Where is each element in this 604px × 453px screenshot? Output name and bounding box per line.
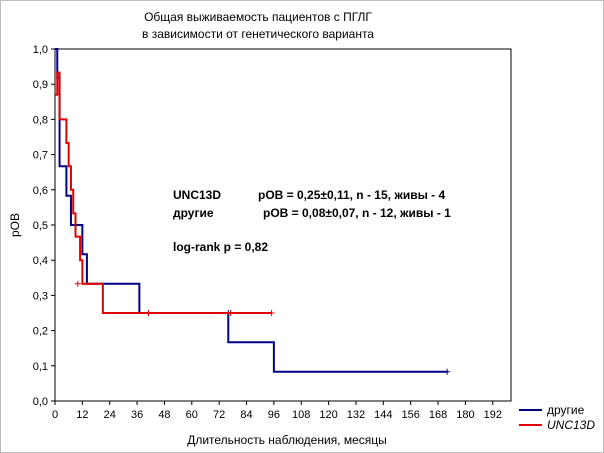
legend: другие UNC13D (519, 403, 595, 432)
y-tick-label: 0,9 (33, 79, 48, 91)
x-tick-label: 132 (347, 409, 365, 421)
x-tick-label: 156 (402, 409, 420, 421)
x-tick-label: 108 (292, 409, 310, 421)
x-tick-label: 168 (429, 409, 447, 421)
censor-mark (145, 310, 152, 316)
censor-mark (74, 280, 81, 287)
y-tick-label: 0,7 (33, 150, 48, 162)
chart-title-line-2: в зависимости от генетического варианта (142, 27, 374, 41)
censor-mark (227, 310, 234, 316)
y-tick-label: 1,0 (33, 44, 48, 56)
annotation-other-name: другие (173, 206, 214, 220)
x-tick-label: 192 (484, 409, 502, 421)
x-axis-label: Длительность наблюдения, месяцы (187, 433, 387, 447)
censor-mark (268, 310, 275, 316)
x-tick-label: 144 (374, 409, 392, 421)
y-tick-label: 0,2 (33, 326, 48, 338)
x-tick-label: 12 (76, 409, 88, 421)
y-tick-label: 0,4 (33, 255, 48, 267)
y-tick-label: 0,0 (33, 396, 48, 408)
y-tick-label: 0,8 (33, 114, 48, 126)
x-tick-label: 84 (240, 409, 252, 421)
y-tick-label: 0,1 (33, 361, 48, 373)
x-tick-label: 96 (268, 409, 280, 421)
x-tick-label: 36 (131, 409, 143, 421)
x-tick-label: 60 (186, 409, 198, 421)
censor-mark (444, 368, 451, 375)
annotation-unc13d-stats: pOB = 0,25±0,11, n - 15, живы - 4 (258, 188, 445, 202)
x-tick-label: 120 (319, 409, 337, 421)
y-tick-label: 0,5 (33, 220, 48, 232)
annotation-other-stats: pOB = 0,08±0,07, n - 12, живы - 1 (263, 206, 451, 220)
y-axis: 0,0 0,1 0,2 0,3 0,4 0,5 0,6 0,7 0,8 0,9 1,0 (33, 44, 55, 408)
plot-area (54, 48, 512, 402)
x-axis: 0 12 24 36 48 60 72 84 96 108 120 132 144 156 168 180 19… (52, 401, 502, 421)
x-tick-label: 72 (213, 409, 225, 421)
annotation-unc13d-name: UNC13D (173, 188, 221, 202)
x-tick-label: 180 (456, 409, 474, 421)
y-axis-label: pOB (8, 213, 22, 237)
series-line-unc13d (55, 71, 272, 314)
x-tick-label: 0 (52, 409, 58, 421)
legend-label-unc13d: UNC13D (547, 418, 595, 432)
series-layer (55, 48, 451, 375)
y-tick-label: 0,6 (33, 185, 48, 197)
legend-label-other: другие (547, 403, 585, 417)
y-tick-label: 0,3 (33, 290, 48, 302)
chart-title-line-1: Общая выживаемость пациентов с ПГЛГ (144, 10, 372, 24)
annotation-logrank: log-rank p = 0,82 (173, 240, 268, 254)
x-tick-label: 24 (104, 409, 116, 421)
x-tick-label: 48 (158, 409, 170, 421)
